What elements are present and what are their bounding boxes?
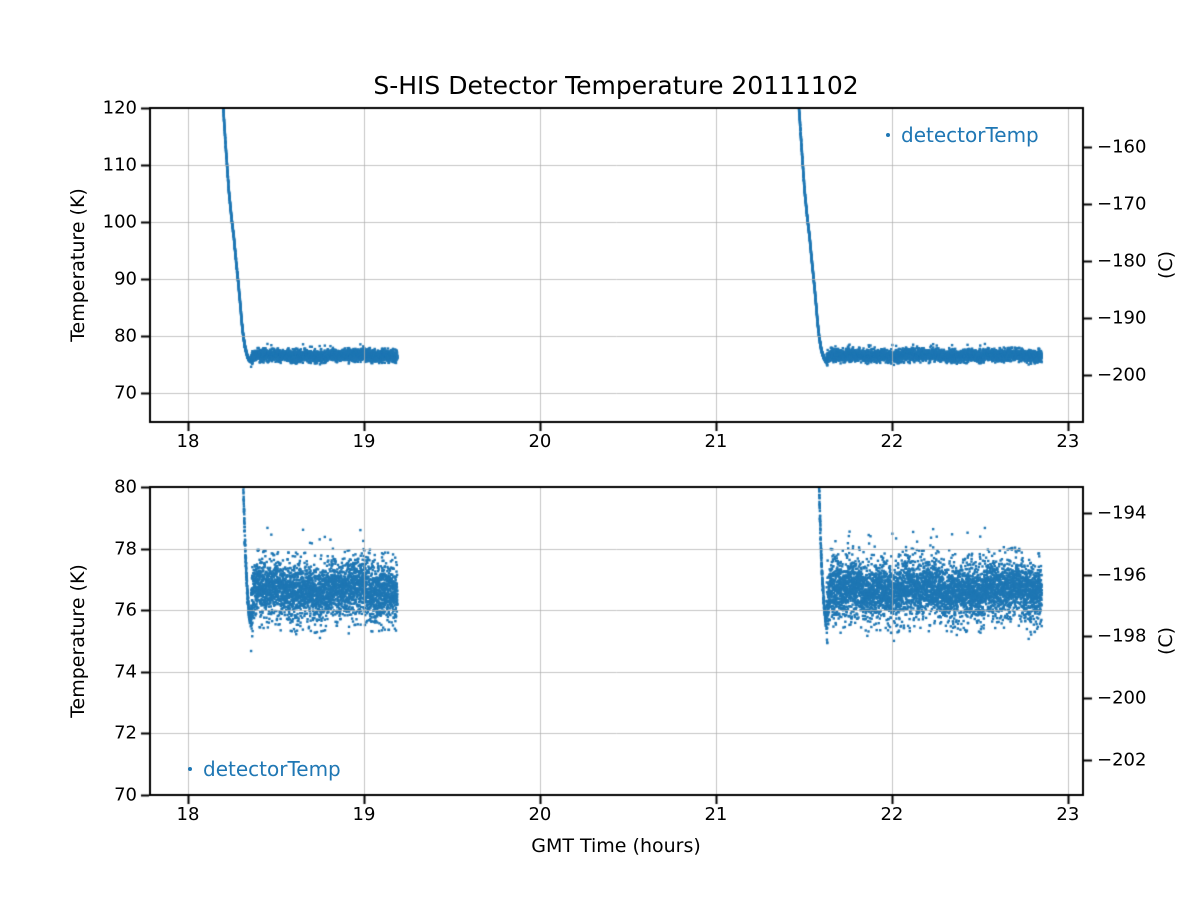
bottom-ytick-left-74: 74 [114, 661, 137, 683]
top-ytick-left-90: 90 [114, 268, 137, 290]
top-ytick-left-100: 100 [102, 211, 137, 233]
top-xtick-19: 19 [352, 431, 376, 452]
top-plot-legend: detectorTemp [886, 123, 1039, 147]
top-ytick-left-120: 120 [102, 97, 137, 119]
top-ytick-left-80: 80 [114, 325, 137, 347]
bottom-xtick-21: 21 [704, 804, 728, 825]
top-ytick-right-−200: −200 [1097, 364, 1147, 386]
chart-title: S-HIS Detector Temperature 20111102 [373, 71, 859, 100]
bottom-ytick-left-78: 78 [114, 538, 137, 560]
top-plot-ylabel-left: Temperature (K) [67, 188, 89, 342]
top-ytick-left-70: 70 [114, 382, 137, 404]
top-ytick-left-110: 110 [102, 154, 137, 176]
bottom-plot-ylabel-right: (C) [1155, 626, 1177, 656]
x-axis-label: GMT Time (hours) [531, 835, 701, 857]
bottom-ytick-left-72: 72 [114, 722, 137, 744]
top-xtick-22: 22 [880, 431, 904, 452]
top-legend-label: detectorTemp [901, 123, 1039, 147]
bottom-xtick-22: 22 [880, 804, 904, 825]
bottom-ytick-right-−194: −194 [1097, 502, 1147, 524]
bottom-xtick-18: 18 [176, 804, 200, 825]
legend-marker-dot-icon [886, 133, 890, 137]
bottom-plot-ylabel-left: Temperature (K) [67, 564, 89, 718]
legend-marker-dot-icon [188, 767, 192, 771]
bottom-xtick-19: 19 [352, 804, 376, 825]
top-ytick-right-−170: −170 [1097, 193, 1147, 215]
bottom-ytick-right-−202: −202 [1097, 749, 1147, 771]
top-plot-ylabel-right: (C) [1155, 250, 1177, 280]
bottom-ytick-right-−196: −196 [1097, 564, 1147, 586]
top-ytick-right-−190: −190 [1097, 307, 1147, 329]
top-ytick-right-−160: −160 [1097, 136, 1147, 158]
bottom-ytick-right-−198: −198 [1097, 625, 1147, 647]
bottom-xtick-23: 23 [1056, 804, 1080, 825]
top-xtick-23: 23 [1056, 431, 1080, 452]
bottom-ytick-left-70: 70 [114, 784, 137, 806]
bottom-legend-label: detectorTemp [203, 757, 341, 781]
top-xtick-21: 21 [704, 431, 728, 452]
bottom-plot-legend: detectorTemp [188, 757, 341, 781]
bottom-ytick-left-76: 76 [114, 599, 137, 621]
bottom-xtick-20: 20 [528, 804, 552, 825]
top-xtick-18: 18 [176, 431, 200, 452]
bottom-ytick-left-80: 80 [114, 476, 137, 498]
bottom-ytick-right-−200: −200 [1097, 687, 1147, 709]
top-xtick-20: 20 [528, 431, 552, 452]
top-ytick-right-−180: −180 [1097, 250, 1147, 272]
